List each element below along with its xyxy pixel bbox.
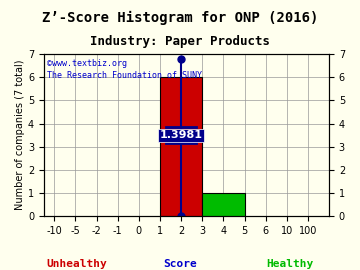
Text: Industry: Paper Products: Industry: Paper Products — [90, 35, 270, 48]
Text: Z’-Score Histogram for ONP (2016): Z’-Score Histogram for ONP (2016) — [42, 11, 318, 25]
Text: Score: Score — [163, 259, 197, 269]
Text: ©www.textbiz.org
The Research Foundation of SUNY: ©www.textbiz.org The Research Foundation… — [46, 59, 202, 80]
Text: 1.3981: 1.3981 — [159, 130, 203, 140]
Bar — [202, 193, 244, 216]
Y-axis label: Number of companies (7 total): Number of companies (7 total) — [15, 60, 25, 211]
Text: Unhealthy: Unhealthy — [47, 259, 108, 269]
Text: Healthy: Healthy — [266, 259, 313, 269]
Bar — [160, 77, 202, 216]
